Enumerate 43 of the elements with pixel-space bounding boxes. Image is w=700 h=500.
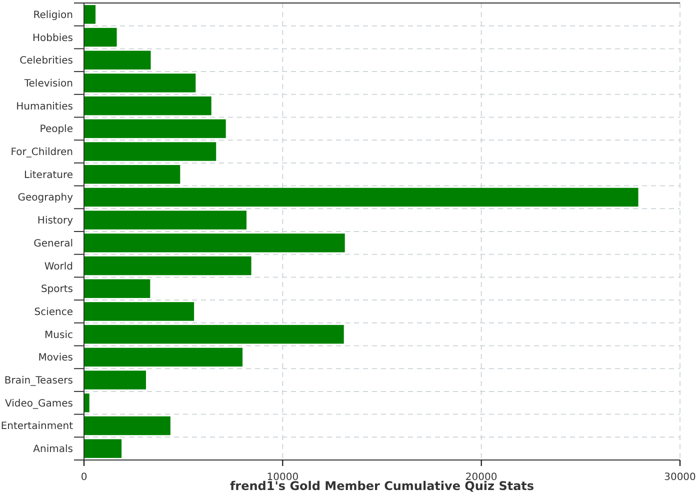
x-tick-label: 30000 (664, 472, 696, 483)
bar (84, 96, 212, 116)
y-tick-label: Entertainment (0, 421, 74, 432)
y-tick-label: People (40, 124, 73, 136)
y-tick-label: Sports (40, 284, 73, 296)
bar (84, 439, 122, 458)
bar (84, 256, 252, 276)
y-tick-label: Science (34, 306, 73, 318)
y-tick-label: Celebrities (20, 56, 73, 67)
y-tick-label: Music (44, 330, 73, 341)
y-tick-label: Television (23, 78, 73, 90)
bar (84, 142, 216, 161)
bar (84, 234, 345, 252)
x-axis-title: frend1's Gold Member Cumulative Quiz Stats (230, 479, 534, 493)
y-tick-label: Hobbies (32, 32, 73, 44)
x-tick-label: 0 (80, 472, 88, 483)
bar (84, 394, 90, 412)
y-tick-label: Brain_Teasers (4, 376, 73, 387)
bar (84, 416, 170, 436)
y-tick-label: Humanities (16, 101, 73, 112)
bar (84, 165, 180, 184)
y-tick-label: Movies (38, 352, 73, 364)
bar (84, 5, 96, 24)
bar (84, 74, 196, 92)
bar (84, 119, 226, 138)
bar (84, 348, 243, 367)
bar (84, 370, 146, 390)
y-tick-label: World (44, 261, 73, 272)
y-tick-label: Geography (18, 192, 74, 204)
bar (84, 188, 638, 207)
y-tick-label: For_Children (10, 147, 73, 158)
bar (84, 324, 344, 344)
y-tick-label: Video_Games (5, 398, 73, 410)
y-tick-label: History (37, 216, 74, 227)
bar (84, 50, 151, 70)
bar (84, 279, 150, 298)
y-tick-label: Religion (33, 10, 73, 21)
y-tick-label: General (34, 238, 73, 250)
bar (84, 302, 194, 321)
bar (84, 210, 247, 230)
y-tick-label: Animals (33, 444, 73, 456)
bar (84, 28, 117, 47)
y-tick-label: Literature (24, 170, 73, 181)
